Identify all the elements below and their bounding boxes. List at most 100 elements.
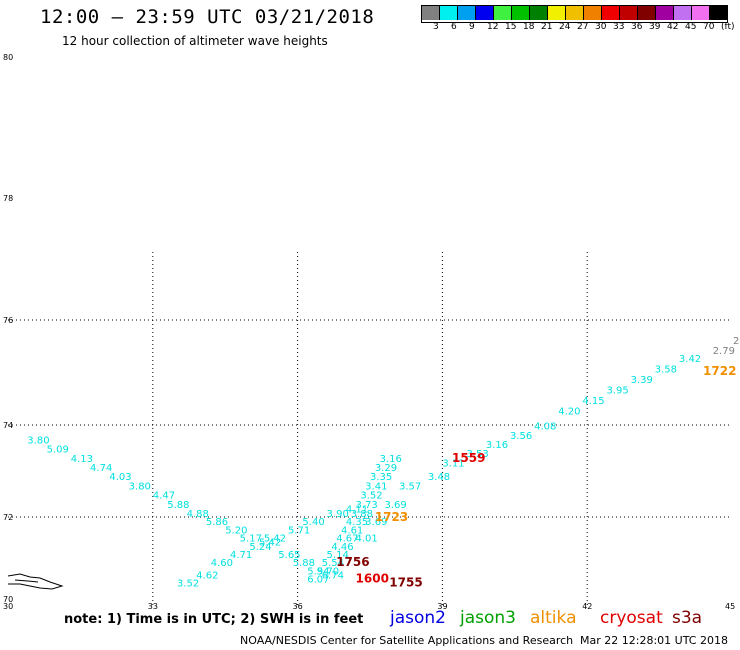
wave-value-track_b-2: 4.60 (211, 558, 233, 569)
map-grid (8, 252, 732, 608)
legend-label-8: 27 (577, 22, 589, 32)
wave-value-track_c-5: 4.67 (336, 534, 358, 545)
wave-value-track_d-12: 3.95 (607, 386, 629, 397)
lat-label-78: 78 (3, 194, 13, 203)
wave-value-track_c-2: 5.54 (322, 558, 344, 569)
wave-value-track_d-13: 3.39 (631, 375, 653, 386)
wave-value-track_a-14: 5.88 (293, 558, 315, 569)
wave-value-track_c-1: 5.70 (317, 566, 339, 577)
legend-swatch-13 (656, 6, 674, 20)
wave-value-track_a-4: 4.03 (109, 472, 131, 483)
lat-label-72: 72 (3, 513, 13, 522)
wave-value-track_a-5: 3.80 (129, 481, 151, 492)
lon-label-30: 30 (3, 602, 13, 611)
wave-value-track_b-3: 4.71 (230, 550, 252, 561)
wave-value-track_a-0: 3.80 (27, 435, 49, 446)
right-edge-label: 2 (733, 336, 739, 347)
wave-value-track_a-1: 5.09 (47, 445, 69, 456)
legend-swatch-8 (566, 6, 584, 20)
legend-swatch-15 (692, 6, 710, 20)
page-title: 12:00 – 23:59 UTC 03/21/2018 (40, 6, 375, 28)
legend-swatch-1 (440, 6, 458, 20)
wave-value-track_c-11: 3.41 (365, 481, 387, 492)
wave-value-track_c-7: 4.35 (346, 517, 368, 528)
legend-swatch-2 (458, 6, 476, 20)
wave-value-track_d-15: 3.42 (679, 354, 701, 365)
lon-label-36: 36 (293, 602, 303, 611)
wave-value-track_b-4: 5.24 (249, 542, 271, 553)
wave-value-track_d-9: 4.08 (534, 422, 556, 433)
wave-value-track_c-13: 3.29 (375, 463, 397, 474)
wave-value-track_d-0: 4.01 (356, 534, 378, 545)
time-label-1722: 1722 (703, 364, 736, 378)
legend-label-16: (ft) (721, 22, 735, 32)
wave-value-track_d-7: 3.16 (486, 440, 508, 451)
wave-value-track_a-10: 5.20 (225, 525, 247, 536)
wave-value-track_b-0: 3.52 (177, 579, 199, 590)
wave-value-track_c-9: 3.73 (356, 500, 378, 511)
lon-label-42: 42 (582, 602, 592, 611)
lon-label-39: 39 (437, 602, 447, 611)
wave-value-track_d-14: 3.58 (655, 365, 677, 376)
legend-label-11: 36 (631, 22, 643, 32)
legend-label-9: 30 (595, 22, 607, 32)
legend-swatch-0 (422, 6, 440, 20)
lat-label-80: 80 (3, 53, 13, 62)
legend-label-12: 39 (649, 22, 661, 32)
wave-value-track_d-6: 3.53 (467, 449, 489, 460)
wave-value-track_a-11: 5.17 (240, 534, 262, 545)
legend-swatch-9 (584, 6, 602, 20)
coastline (7, 573, 64, 590)
legend-swatch-16 (710, 6, 727, 20)
wave-value-track_c-10: 3.52 (360, 491, 382, 502)
wave-value-track_c-14: 3.16 (380, 454, 402, 465)
wave-value-track_b-6: 5.71 (288, 525, 310, 536)
color-legend (421, 5, 728, 23)
legend-label-3: 12 (487, 22, 499, 32)
track-points: 3.805.094.134.744.033.804.475.884.885.86… (27, 346, 736, 590)
time-label-1600: 1600 (356, 572, 389, 586)
wave-value-track_a-2: 4.13 (71, 454, 93, 465)
wave-value-extra-0: 2.79 (713, 346, 735, 357)
wave-value-track_d-5: 3.11 (442, 458, 464, 469)
footer-note: note: 1) Time is in UTC; 2) SWH is in fe… (64, 612, 364, 627)
legend-swatch-3 (476, 6, 494, 20)
time-label-1755: 1755 (389, 576, 422, 590)
legend-swatch-4 (494, 6, 512, 20)
wave-value-track_a-3: 4.74 (90, 463, 112, 474)
wave-value-track_b-8: 3.90 (327, 509, 349, 520)
wave-value-track_a-9: 5.86 (206, 517, 228, 528)
satellite-s3a: s3a (672, 608, 703, 628)
wave-value-track_c-3: 5.14 (327, 550, 349, 561)
wave-value-track_d-10: 4.20 (558, 407, 580, 418)
legend-label-4: 15 (505, 22, 517, 32)
lon-label-45: 45 (725, 602, 735, 611)
wave-value-track_c-12: 3.35 (370, 472, 392, 483)
legend-label-13: 42 (667, 22, 679, 32)
wave-value-track_c-6: 4.61 (341, 525, 363, 536)
page-subtitle: 12 hour collection of altimeter wave hei… (62, 34, 328, 48)
legend-swatch-5 (512, 6, 530, 20)
legend-swatch-7 (548, 6, 566, 20)
wave-value-track_a-12: 5.42 (259, 538, 281, 549)
wave-value-track_b-9: 4.11 (346, 504, 368, 515)
wave-value-track_a-7: 5.88 (167, 500, 189, 511)
legend-swatch-6 (530, 6, 548, 20)
wave-value-track_b-5: 5.42 (264, 534, 286, 545)
legend-label-1: 6 (451, 22, 457, 32)
legend-label-0: 3 (433, 22, 439, 32)
wave-value-track_c-4: 4.46 (331, 542, 353, 553)
wave-value-track_c-8: 3.88 (351, 509, 373, 520)
legend-label-6: 21 (541, 22, 553, 32)
time-label-1723: 1723 (375, 510, 408, 524)
wave-value-track_b-1: 4.62 (196, 571, 218, 582)
time-label-1756: 1756 (336, 555, 369, 569)
wave-value-track_d-11: 4.15 (582, 396, 604, 407)
wave-value-track_a-15: 5.94 (307, 566, 329, 577)
wave-value-track_c-0: 6.07 (307, 575, 329, 586)
legend-swatch-12 (638, 6, 656, 20)
wave-value-track_a-13: 5.65 (278, 550, 300, 561)
legend-swatch-14 (674, 6, 692, 20)
lat-label-74: 74 (3, 421, 13, 430)
wave-value-track_a-6: 4.47 (153, 491, 175, 502)
